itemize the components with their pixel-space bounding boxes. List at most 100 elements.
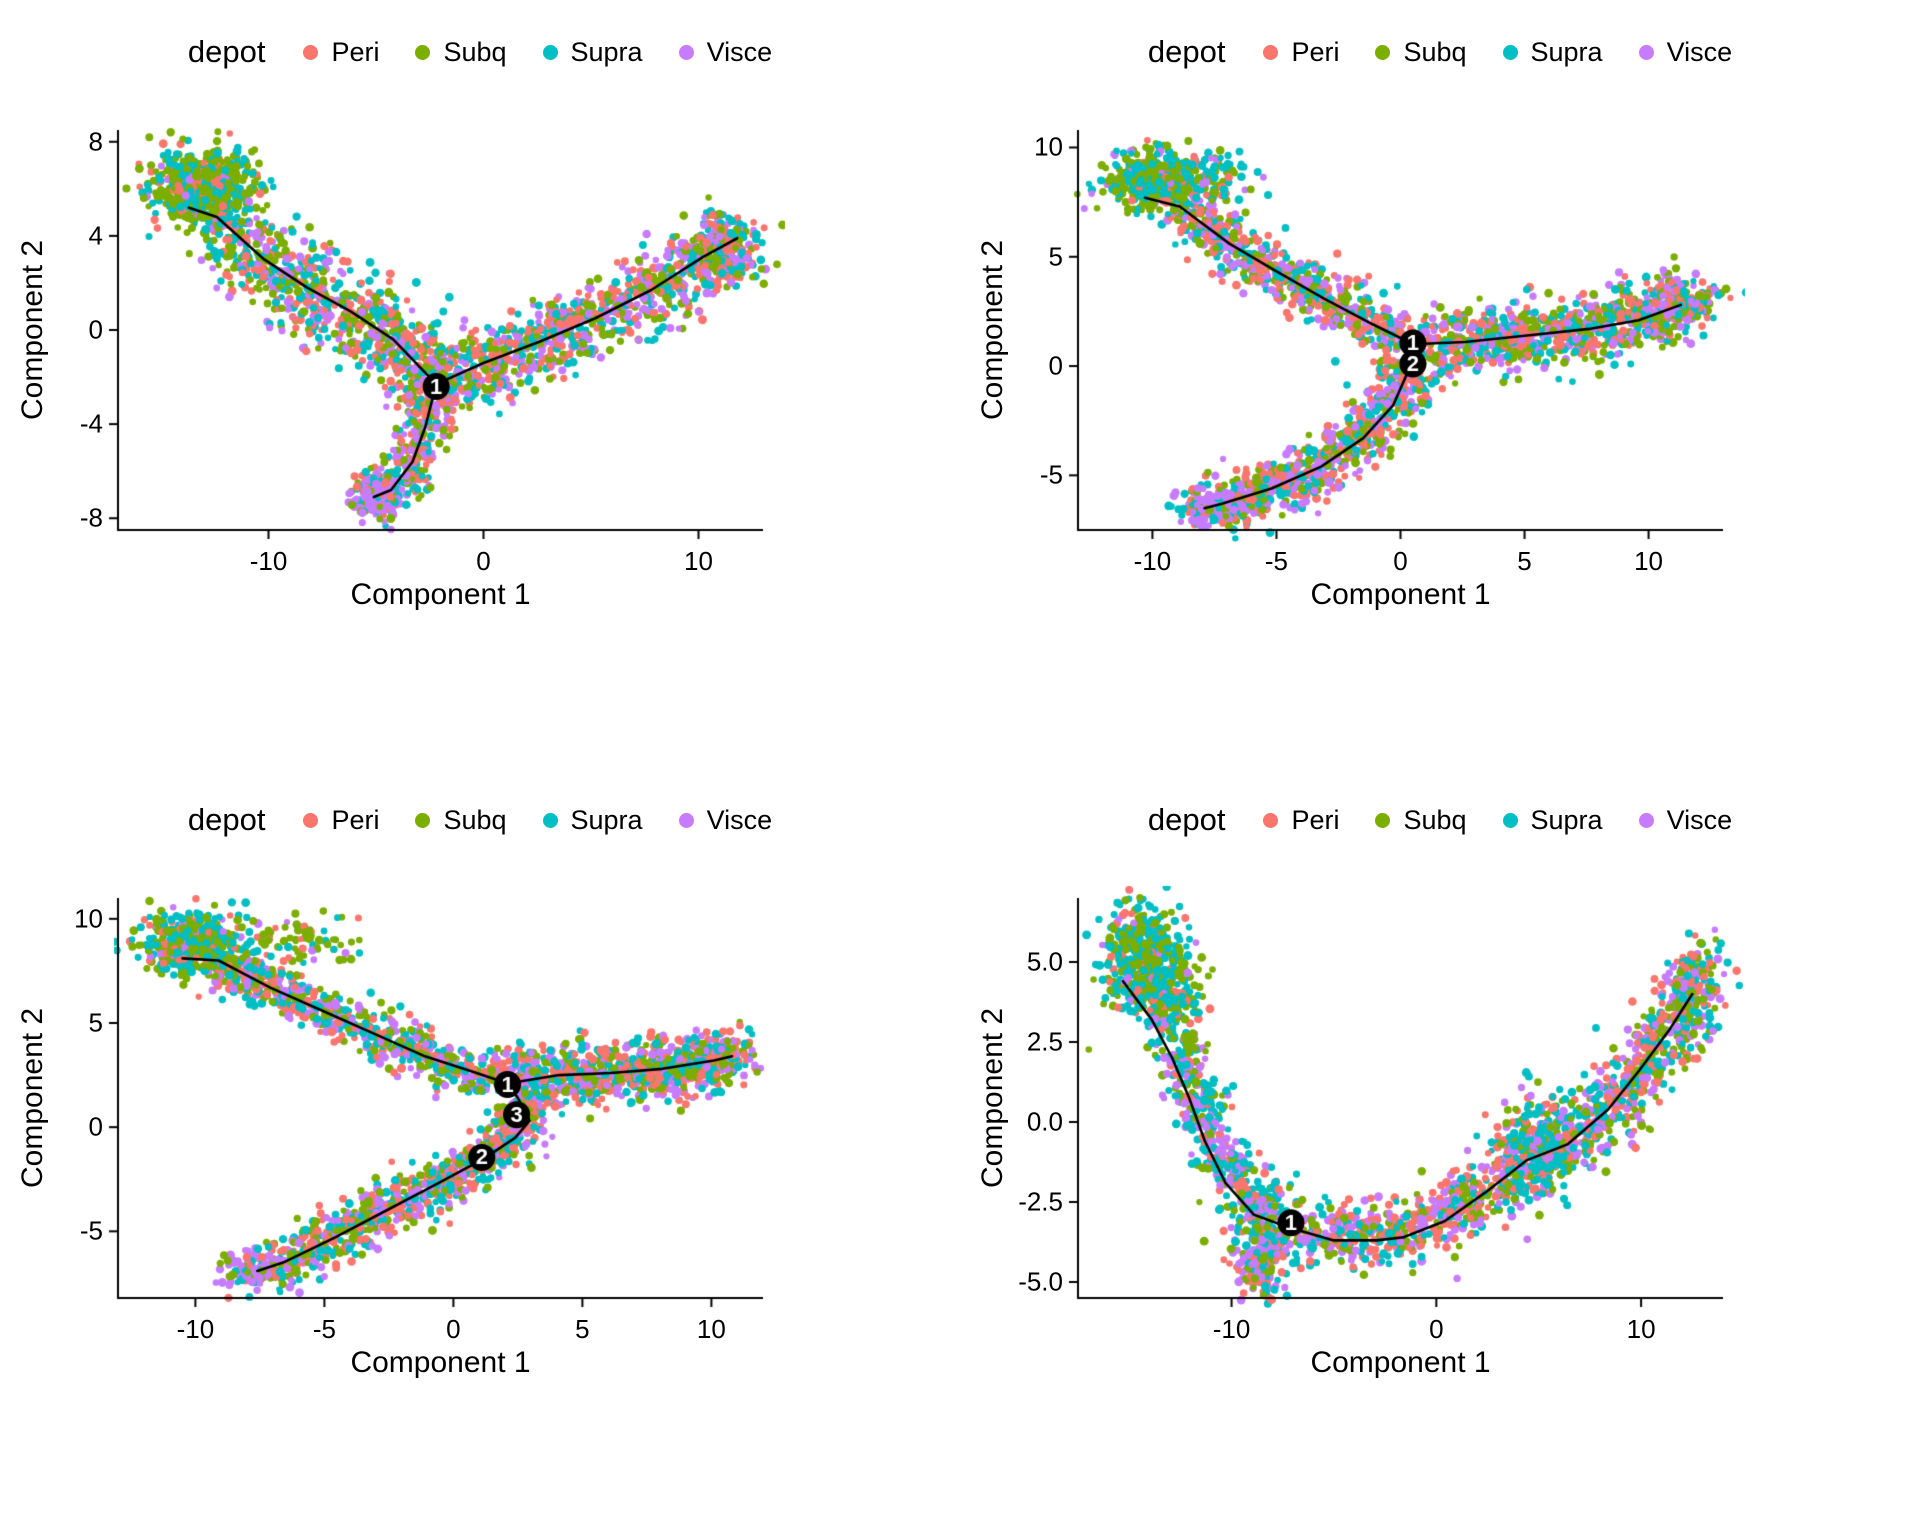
x-tick-label: 10 (684, 546, 713, 576)
legend-label: Visce (706, 804, 773, 835)
legend-item-subq: Subq (415, 804, 507, 836)
legend-swatch-supra-icon (542, 812, 558, 828)
legend-label: Visce (1666, 804, 1733, 835)
x-axis-title: Component 1 (1310, 1346, 1491, 1379)
legend-swatch-subq-icon (1375, 812, 1391, 828)
x-tick-label: 0 (476, 546, 491, 576)
legend-label: Supra (1530, 804, 1603, 835)
depot-legend: depot Peri Subq Supra Visce (40, 802, 920, 838)
legend-label: Visce (706, 36, 773, 67)
x-tick-label: 5 (1517, 546, 1532, 576)
x-tick-label: 5 (575, 1314, 590, 1344)
x-tick-label: 10 (1626, 1314, 1656, 1344)
x-tick-label: -10 (1133, 546, 1172, 576)
legend-item-peri: Peri (303, 805, 379, 836)
legend-title: depot (1147, 34, 1226, 69)
y-tick-label: -2.5 (1018, 1186, 1063, 1217)
legend-item-supra: Supra (1502, 37, 1603, 68)
legend-swatch-peri-icon (303, 812, 319, 828)
legend-label: Supra (570, 36, 643, 67)
y-tick-label: -5 (1039, 459, 1063, 490)
y-tick-label: 0 (88, 314, 103, 345)
trajectory-plot-2: depot Peri Subq Supra Visce Component 1 Comp… (960, 0, 1920, 768)
y-tick-label: 0.0 (1026, 1106, 1063, 1137)
y-tick-label: 5 (1048, 241, 1063, 272)
x-tick-label: 0 (1429, 1314, 1444, 1344)
x-tick-label: -10 (249, 546, 288, 576)
trajectory-scatter-canvas (0, 768, 960, 1536)
x-tick-label: 0 (446, 1314, 461, 1344)
legend-swatch-visce-icon (678, 44, 694, 60)
y-axis-title: Component 2 (16, 1007, 49, 1189)
trajectory-scatter-canvas (0, 0, 960, 768)
legend-swatch-supra-icon (1502, 44, 1518, 60)
y-tick-label: 5 (88, 1007, 103, 1038)
legend-item-visce: Visce (678, 804, 773, 836)
y-tick-label: -4 (79, 408, 103, 439)
y-tick-label: 2.5 (1026, 1026, 1063, 1057)
x-tick-label: 10 (1634, 546, 1664, 576)
legend-swatch-subq-icon (415, 812, 431, 828)
legend-item-subq: Subq (415, 36, 507, 68)
legend-item-subq: Subq (1375, 36, 1467, 68)
trajectory-scatter-canvas (960, 768, 1920, 1536)
legend-swatch-peri-icon (1263, 812, 1279, 828)
legend-label: Supra (570, 804, 643, 835)
legend-swatch-peri-icon (1263, 44, 1279, 60)
legend-title: depot (1147, 802, 1226, 837)
legend-swatch-visce-icon (1638, 812, 1654, 828)
trajectory-plot-3: depot Peri Subq Supra Visce Component 1 Comp… (0, 768, 960, 1536)
x-tick-label: 10 (696, 1314, 726, 1344)
legend-title: depot (187, 802, 266, 837)
x-axis-title: Component 1 (350, 1346, 531, 1379)
legend-item-peri: Peri (303, 37, 379, 68)
legend-swatch-visce-icon (678, 812, 694, 828)
legend-swatch-peri-icon (303, 44, 319, 60)
depot-legend: depot Peri Subq Supra Visce (1000, 802, 1880, 838)
x-tick-label: -10 (1212, 1314, 1251, 1344)
x-tick-label: -10 (176, 1314, 215, 1344)
y-axis-title: Component 2 (16, 239, 49, 421)
legend-label: Subq (443, 804, 507, 835)
x-tick-label: -5 (1264, 546, 1289, 576)
legend-label: Peri (331, 804, 380, 835)
legend-item-supra: Supra (1502, 804, 1603, 836)
y-tick-label: 0 (1048, 350, 1063, 381)
legend-item-supra: Supra (542, 804, 643, 836)
legend-swatch-supra-icon (1502, 812, 1518, 828)
y-axis-title: Component 2 (976, 239, 1009, 421)
y-tick-label: -8 (79, 502, 103, 533)
x-tick-label: -5 (312, 1314, 336, 1344)
legend-item-visce: Visce (678, 36, 773, 68)
legend-swatch-subq-icon (415, 44, 431, 60)
legend-item-subq: Subq (1375, 804, 1467, 836)
y-tick-label: 10 (1034, 131, 1063, 162)
legend-label: Subq (1403, 804, 1467, 835)
legend-title: depot (187, 34, 266, 69)
y-axis-title: Component 2 (976, 1007, 1009, 1189)
legend-item-visce: Visce (1638, 804, 1733, 836)
x-tick-label: 0 (1393, 546, 1408, 576)
legend-item-peri: Peri (1263, 37, 1339, 68)
depot-legend: depot Peri Subq Supra Visce (1000, 34, 1880, 70)
legend-item-visce: Visce (1638, 37, 1732, 68)
legend-label: Subq (443, 36, 507, 67)
legend-label: Peri (1291, 804, 1340, 835)
y-tick-label: 5.0 (1026, 946, 1063, 977)
y-tick-label: 0 (88, 1111, 103, 1142)
legend-swatch-supra-icon (542, 44, 558, 60)
trajectory-plot-4: depot Peri Subq Supra Visce Component 1 Comp… (960, 768, 1920, 1536)
legend-item-supra: Supra (542, 36, 643, 68)
legend-label: Subq (1403, 36, 1467, 67)
legend-label: Peri (331, 36, 380, 67)
legend-item-peri: Peri (1263, 805, 1339, 836)
legend-swatch-subq-icon (1375, 44, 1391, 60)
y-tick-label: 10 (74, 903, 103, 934)
legend-swatch-visce-icon (1638, 44, 1654, 60)
y-tick-label: 4 (88, 220, 103, 251)
depot-legend: depot Peri Subq Supra Visce (40, 34, 920, 70)
trajectory-scatter-canvas (960, 0, 1920, 768)
legend-label: Peri (1291, 36, 1340, 67)
x-axis-title: Component 1 (350, 578, 531, 611)
